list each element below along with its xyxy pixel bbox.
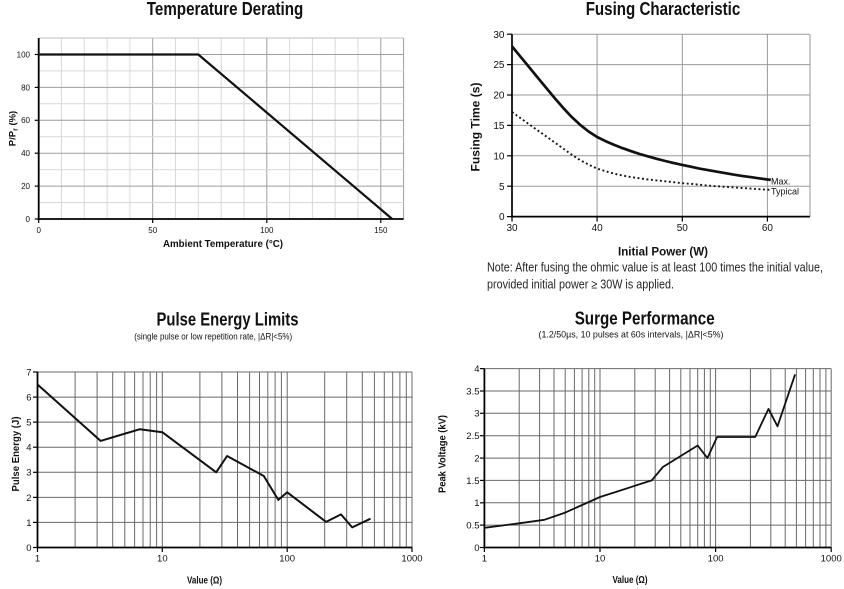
svg-text:Value (Ω): Value (Ω) bbox=[187, 575, 222, 587]
svg-text:5: 5 bbox=[499, 182, 505, 193]
svg-text:150: 150 bbox=[374, 226, 388, 235]
svg-text:(1.2/50µs, 10 pulses at 60s in: (1.2/50µs, 10 pulses at 60s intervals, |… bbox=[539, 330, 724, 341]
svg-text:1: 1 bbox=[482, 554, 487, 565]
svg-text:Value (Ω): Value (Ω) bbox=[613, 574, 648, 586]
svg-text:Fusing Time (s): Fusing Time (s) bbox=[471, 82, 483, 171]
svg-text:30: 30 bbox=[493, 30, 505, 41]
svg-text:0: 0 bbox=[499, 212, 505, 223]
svg-text:1: 1 bbox=[35, 554, 40, 565]
svg-text:Fusing Characteristic: Fusing Characteristic bbox=[586, 0, 741, 19]
svg-text:Surge Performance: Surge Performance bbox=[575, 309, 715, 329]
svg-text:4: 4 bbox=[26, 443, 31, 454]
svg-text:2: 2 bbox=[26, 493, 31, 504]
svg-text:2.5: 2.5 bbox=[466, 431, 479, 442]
svg-text:Note: After fusing the ohmic v: Note: After fusing the ohmic value is at… bbox=[487, 261, 823, 275]
svg-text:P/Pr (%): P/Pr (%) bbox=[8, 111, 20, 146]
svg-text:1: 1 bbox=[474, 498, 479, 509]
svg-text:0.5: 0.5 bbox=[466, 521, 479, 532]
svg-text:Max.: Max. bbox=[771, 177, 791, 187]
svg-text:3: 3 bbox=[26, 468, 31, 479]
svg-text:4: 4 bbox=[474, 364, 479, 375]
svg-text:60: 60 bbox=[21, 116, 30, 125]
svg-text:0: 0 bbox=[36, 226, 41, 235]
svg-text:6: 6 bbox=[26, 392, 31, 403]
svg-text:15: 15 bbox=[493, 121, 505, 132]
svg-text:10: 10 bbox=[595, 554, 606, 565]
svg-text:3: 3 bbox=[474, 409, 479, 420]
svg-text:provided initial power ≥ 30W i: provided initial power ≥ 30W is applied. bbox=[487, 278, 674, 292]
svg-text:Peak Voltage (kV): Peak Voltage (kV) bbox=[438, 415, 449, 493]
svg-text:100: 100 bbox=[279, 554, 295, 565]
svg-text:40: 40 bbox=[21, 149, 30, 158]
svg-text:1000: 1000 bbox=[401, 554, 422, 565]
svg-text:Initial Power (W): Initial Power (W) bbox=[618, 245, 708, 259]
svg-text:50: 50 bbox=[148, 226, 157, 235]
svg-text:10: 10 bbox=[493, 151, 505, 162]
svg-text:100: 100 bbox=[17, 50, 31, 59]
svg-text:1: 1 bbox=[26, 518, 31, 529]
svg-text:80: 80 bbox=[21, 83, 30, 92]
svg-text:5: 5 bbox=[26, 418, 31, 429]
svg-text:0: 0 bbox=[26, 215, 31, 224]
svg-text:25: 25 bbox=[493, 60, 505, 71]
svg-text:0: 0 bbox=[474, 543, 479, 554]
svg-text:Ambient Temperature (°C): Ambient Temperature (°C) bbox=[163, 238, 283, 250]
svg-text:Pulse Energy (J): Pulse Energy (J) bbox=[11, 417, 22, 492]
svg-text:100: 100 bbox=[260, 226, 274, 235]
svg-text:60: 60 bbox=[762, 223, 774, 234]
svg-text:Temperature Derating: Temperature Derating bbox=[147, 0, 304, 19]
svg-text:Pulse Energy Limits: Pulse Energy Limits bbox=[157, 310, 299, 330]
svg-text:7: 7 bbox=[26, 367, 31, 378]
svg-text:Typical: Typical bbox=[771, 187, 799, 197]
svg-text:20: 20 bbox=[21, 182, 30, 191]
svg-text:100: 100 bbox=[708, 554, 724, 565]
svg-text:20: 20 bbox=[493, 91, 505, 102]
svg-text:2: 2 bbox=[474, 453, 479, 464]
svg-text:(single pulse or low repetitio: (single pulse or low repetition rate, |Δ… bbox=[134, 332, 292, 343]
svg-text:30: 30 bbox=[506, 223, 518, 234]
svg-text:1.5: 1.5 bbox=[466, 476, 479, 487]
svg-text:0: 0 bbox=[26, 543, 31, 554]
svg-text:50: 50 bbox=[677, 223, 689, 234]
svg-text:1000: 1000 bbox=[821, 554, 842, 565]
svg-text:10: 10 bbox=[157, 554, 168, 565]
svg-text:40: 40 bbox=[592, 223, 604, 234]
svg-text:3.5: 3.5 bbox=[466, 386, 479, 397]
